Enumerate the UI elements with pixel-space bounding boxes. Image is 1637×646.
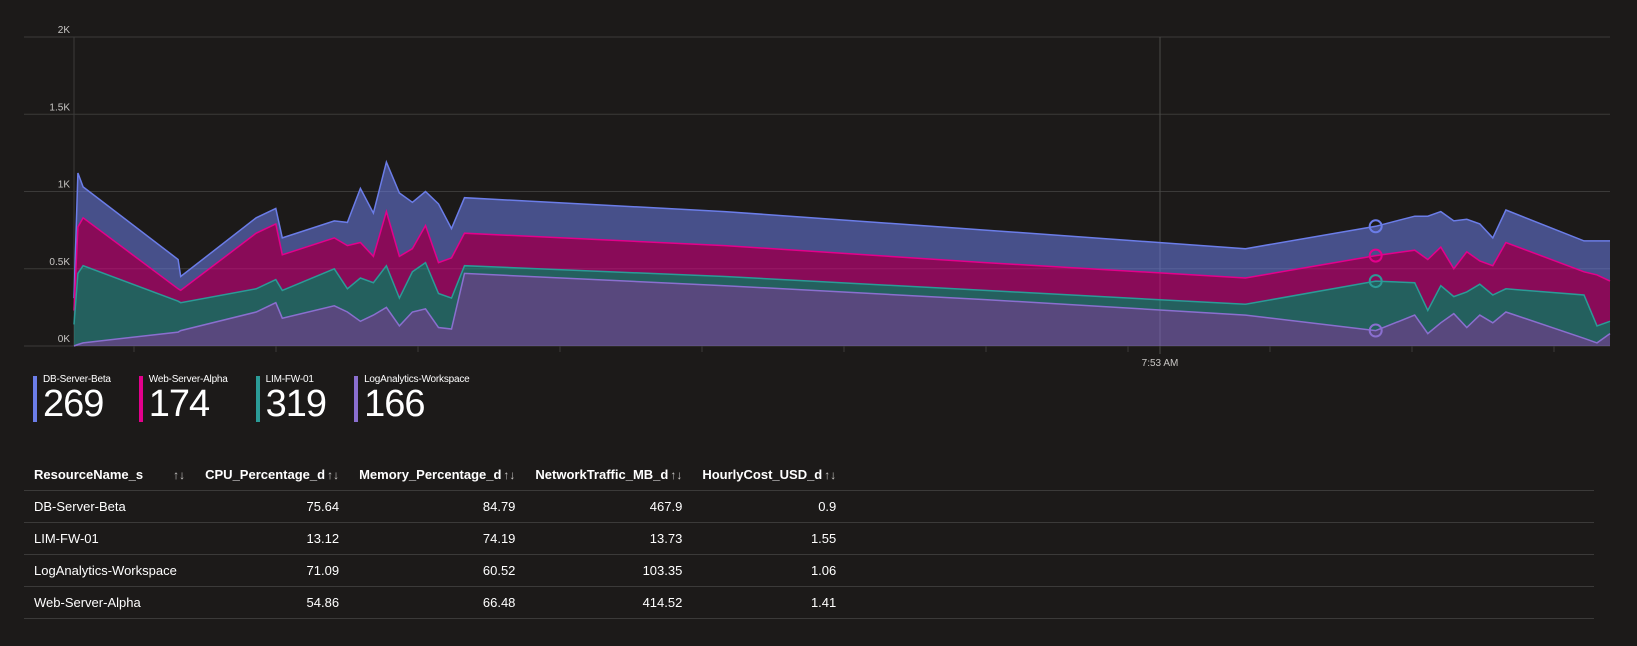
x-tick-label: 7:53 AM	[1142, 358, 1179, 369]
cell-cpu: 54.86	[195, 586, 350, 619]
cell-resource-name: LIM-FW-01	[24, 522, 196, 555]
sort-icon[interactable]: ↑↓	[503, 467, 516, 482]
line-db-server-beta	[73, 159, 1610, 299]
cell-cost: 1.55	[692, 522, 847, 555]
legend-item-lim-fw-01[interactable]: LIM-FW-01 319	[255, 374, 327, 425]
legend-series-value: 174	[148, 383, 210, 425]
cell-network: 103.35	[525, 554, 693, 587]
legend-item-db-server-beta[interactable]: DB-Server-Beta 269	[33, 374, 111, 425]
area-chart: 0K 0.5K 1K 1.5K 2K 7:53 AM	[24, 25, 1611, 369]
area-loganalytics-workspace	[74, 273, 1610, 346]
cell-resource-name: Web-Server-Alpha	[24, 586, 196, 619]
table-row[interactable]: Web-Server-Alpha 54.86 66.48 414.52 1.41	[24, 586, 1594, 619]
table-row[interactable]: LogAnalytics-Workspace 71.09 60.52 103.3…	[24, 554, 1594, 587]
sort-icon[interactable]: ↑↓	[327, 467, 340, 482]
column-header-cpu[interactable]: CPU_Percentage_d ↑↓	[195, 458, 350, 491]
hover-marker	[1368, 323, 1383, 338]
legend-color-swatch	[255, 376, 260, 422]
legend-item-web-server-alpha[interactable]: Web-Server-Alpha 174	[138, 374, 228, 425]
y-tick-label: 0K	[58, 334, 71, 345]
hover-marker	[1368, 248, 1383, 263]
legend-series-value: 166	[364, 383, 425, 425]
chart-legend: DB-Server-Beta 269 Web-Server-Alpha 174 …	[33, 374, 498, 425]
table-header-row: ResourceName_s ↑↓ CPU_Percentage_d ↑↓ Memo…	[24, 458, 1594, 491]
cell-memory: 60.52	[349, 554, 526, 587]
cell-memory: 74.19	[349, 522, 526, 555]
line-loganalytics-workspace	[73, 272, 1611, 347]
cell-cost: 0.9	[692, 490, 847, 523]
legend-item-loganalytics-workspace[interactable]: LogAnalytics-Workspace 166	[354, 374, 470, 425]
cell-cost: 1.41	[692, 586, 847, 619]
legend-series-name: DB-Server-Beta	[43, 374, 111, 385]
legend-color-swatch	[33, 376, 37, 422]
legend-color-swatch	[354, 376, 359, 422]
cell-memory: 66.48	[349, 586, 526, 619]
sort-icon[interactable]: ↑↓	[670, 467, 683, 482]
cell-cpu: 71.09	[195, 554, 350, 587]
cell-network: 13.73	[525, 522, 693, 555]
column-header-memory[interactable]: Memory_Percentage_d ↑↓	[349, 458, 526, 491]
hover-marker	[1368, 219, 1383, 234]
hover-marker	[1368, 274, 1383, 289]
column-header-cost[interactable]: HourlyCost_USD_d ↑↓	[692, 458, 847, 491]
results-table: ResourceName_s ↑↓ CPU_Percentage_d ↑↓ Memo…	[24, 458, 1594, 619]
legend-series-value: 319	[265, 383, 327, 425]
sort-icon[interactable]: ↑↓	[824, 467, 837, 482]
cell-resource-name: LogAnalytics-Workspace	[24, 554, 196, 587]
column-header-network[interactable]: NetworkTraffic_MB_d ↑↓	[525, 458, 693, 491]
cell-cpu: 13.12	[195, 522, 350, 555]
cell-network: 467.9	[525, 490, 693, 523]
legend-series-name: LIM-FW-01	[265, 374, 314, 385]
line-web-server-alpha	[73, 208, 1611, 311]
cell-memory: 84.79	[349, 490, 526, 523]
y-tick-label: 0.5K	[49, 257, 70, 268]
area-db-server-beta	[74, 162, 1610, 311]
y-tick-label: 1K	[58, 180, 71, 191]
legend-series-name: LogAnalytics-Workspace	[364, 374, 470, 385]
legend-series-name: Web-Server-Alpha	[148, 374, 228, 385]
y-tick-label: 1.5K	[49, 102, 70, 113]
legend-color-swatch	[138, 376, 143, 422]
y-tick-label: 2K	[58, 25, 71, 36]
sort-icon[interactable]: ↑↓	[173, 467, 186, 482]
table-row[interactable]: LIM-FW-01 13.12 74.19 13.73 1.55	[24, 522, 1594, 555]
cell-network: 414.52	[525, 586, 693, 619]
table-row[interactable]: DB-Server-Beta 75.64 84.79 467.9 0.9	[24, 490, 1594, 523]
cell-cpu: 75.64	[195, 490, 350, 523]
area-web-server-alpha	[74, 211, 1610, 326]
cell-cost: 1.06	[692, 554, 847, 587]
legend-series-value: 269	[43, 383, 104, 425]
cell-resource-name: DB-Server-Beta	[24, 490, 196, 523]
column-header-resourcename[interactable]: ResourceName_s ↑↓	[24, 458, 196, 491]
line-lim-fw-01	[73, 261, 1611, 327]
